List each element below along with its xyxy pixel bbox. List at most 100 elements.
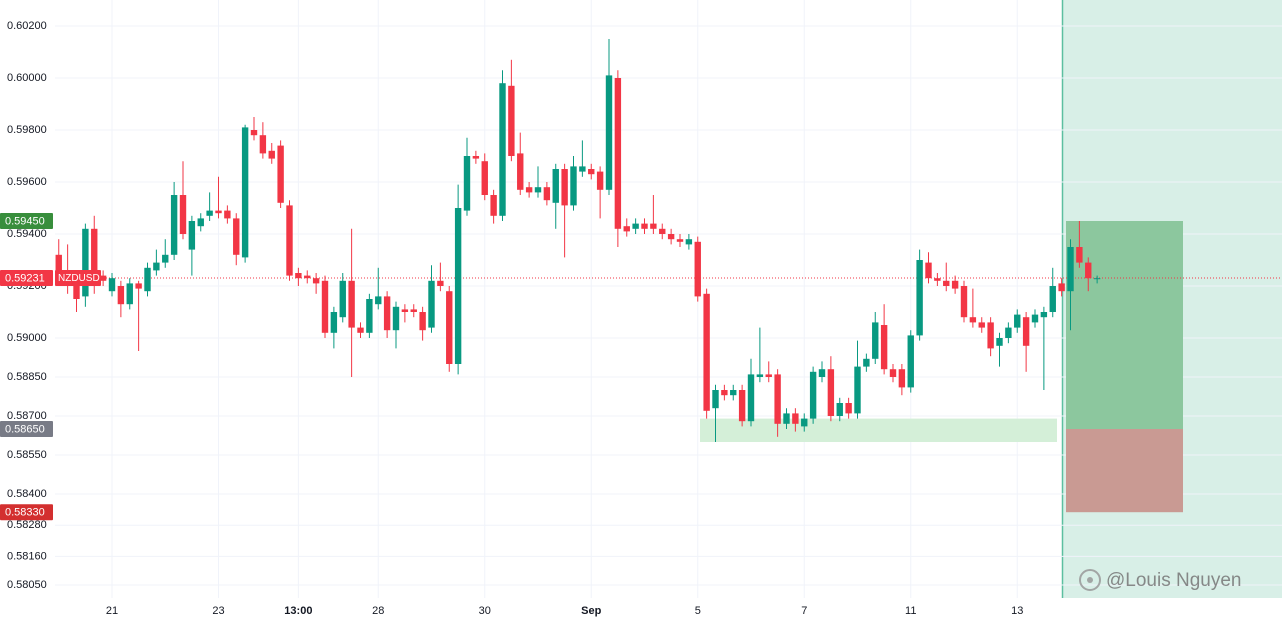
candle-body — [375, 296, 382, 305]
candle-body — [73, 283, 80, 299]
candle-body — [419, 312, 426, 331]
candle-body — [268, 150, 275, 159]
candle-body — [978, 322, 985, 328]
last-price-label-bg — [0, 269, 53, 286]
target-label: 0.59450 — [5, 215, 45, 227]
candle-body — [783, 413, 790, 424]
y-tick-label: 0.58700 — [7, 410, 47, 422]
candle-body — [517, 153, 524, 190]
candle-body — [641, 223, 648, 229]
candle-body — [499, 83, 506, 216]
candle-body — [1058, 283, 1065, 292]
x-tick-label: 28 — [372, 605, 384, 617]
candle-body — [162, 254, 169, 263]
loss-box — [1066, 429, 1183, 513]
watermark: @Louis Nguyen — [1079, 569, 1241, 591]
candle-body — [1067, 247, 1074, 292]
candle-body — [446, 291, 453, 364]
candle-body — [135, 283, 142, 289]
y-tick-label: 0.59000 — [7, 332, 47, 344]
candle-body — [463, 156, 471, 211]
watermark-icon — [1079, 569, 1101, 591]
candle-body — [357, 327, 364, 333]
candle-body — [304, 275, 311, 279]
candle-body — [561, 169, 568, 206]
candle-body — [117, 286, 125, 305]
candle-body — [872, 322, 879, 359]
x-tick-label: 11 — [905, 605, 916, 617]
candle-body — [286, 205, 293, 276]
x-tick-label: 13 — [1011, 605, 1023, 617]
candle-body — [925, 262, 932, 279]
x-tick-label: 23 — [212, 605, 224, 617]
candle-body — [596, 171, 604, 190]
candle-body — [481, 161, 488, 195]
candle-body — [410, 309, 417, 312]
candle-body — [55, 254, 62, 273]
candle-body — [215, 210, 222, 214]
candle-body — [188, 221, 196, 250]
candle-body — [312, 278, 320, 284]
y-tick-label: 0.59600 — [7, 176, 47, 188]
x-tick-label: 30 — [479, 605, 491, 617]
candle-body — [712, 390, 719, 409]
y-tick-label: 0.58280 — [7, 519, 47, 531]
x-tick-label: 7 — [801, 605, 807, 617]
candle-body — [765, 374, 772, 377]
candle-body — [951, 280, 959, 289]
candle-body — [827, 369, 835, 416]
candle-body — [774, 374, 781, 424]
y-tick-label: 0.60200 — [7, 20, 47, 32]
candle-body — [197, 218, 204, 227]
candle-body — [676, 239, 684, 242]
target-label-bg — [0, 213, 53, 229]
candle-body — [632, 223, 639, 229]
candle-body — [383, 296, 391, 331]
candle-body — [943, 280, 950, 286]
candle-body — [907, 335, 914, 388]
candle-body — [552, 169, 559, 203]
candle-body — [1040, 312, 1048, 318]
candle-body — [206, 210, 213, 216]
candle-body — [916, 260, 923, 336]
candle-body — [854, 366, 861, 414]
candle-body — [809, 371, 817, 419]
candle-body — [623, 226, 630, 232]
candle-body — [534, 187, 542, 193]
candle-body — [960, 286, 968, 318]
candle-body — [348, 280, 355, 328]
watermark-icon-dot — [1087, 577, 1093, 583]
entry-label-bg — [0, 421, 53, 437]
candle-body — [153, 262, 160, 271]
y-tick-label: 0.59800 — [7, 124, 47, 136]
candle-body — [339, 280, 346, 318]
candle-body — [730, 390, 737, 396]
candle-body — [330, 312, 338, 333]
candle-body — [472, 156, 480, 159]
candle-body — [1076, 247, 1083, 263]
candle-body — [250, 130, 258, 136]
candle-body — [880, 325, 888, 370]
candle-body — [818, 369, 826, 377]
candle-body — [82, 228, 89, 297]
x-tick-label: 5 — [695, 605, 701, 617]
candle-body — [366, 299, 373, 333]
candle-body — [667, 234, 675, 240]
candle-body — [836, 403, 843, 416]
stop-label-bg — [0, 504, 53, 521]
candle-body — [987, 322, 994, 349]
candle-body — [1031, 314, 1039, 323]
candle-body — [241, 127, 249, 258]
support-zone — [700, 418, 1057, 442]
candle-body — [490, 195, 497, 216]
y-tick-label: 0.58160 — [7, 550, 47, 562]
candle-body — [108, 278, 116, 292]
y-tick-label: 0.58850 — [7, 371, 47, 383]
candle-body — [233, 218, 240, 255]
candle-body — [685, 239, 693, 245]
candle-body — [543, 187, 551, 201]
candle-body — [224, 210, 231, 219]
